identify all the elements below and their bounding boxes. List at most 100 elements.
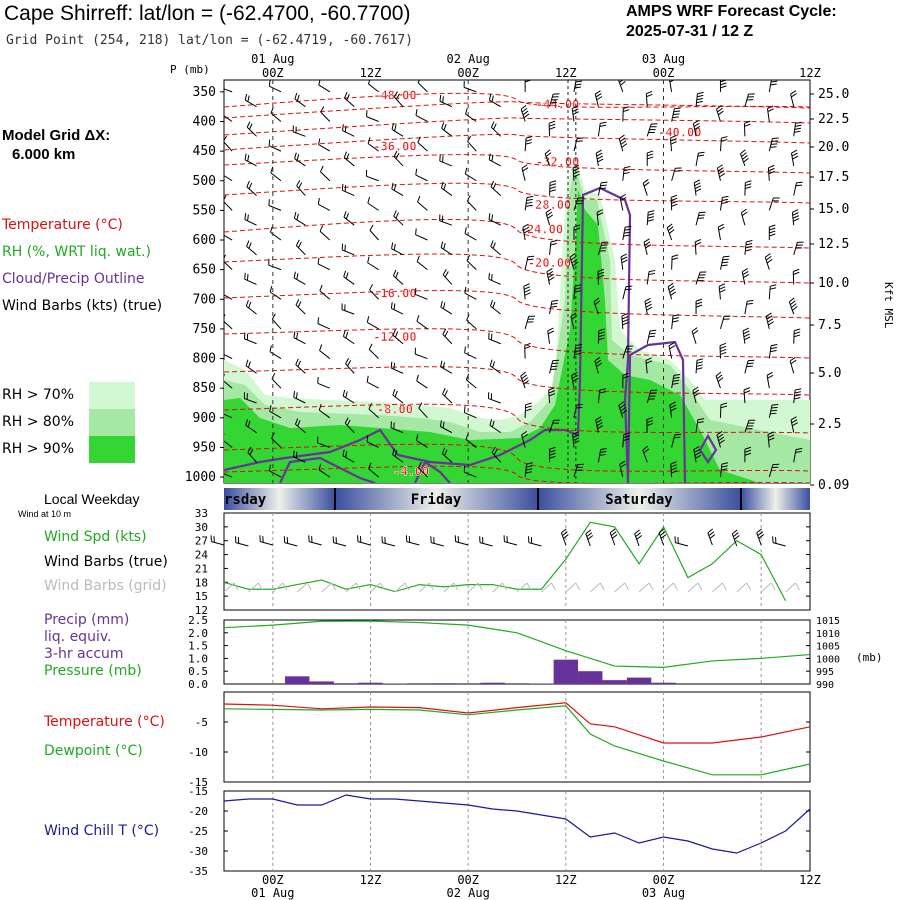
legend-wind-barbs: Wind Barbs (kts) (true) <box>2 298 163 314</box>
top-hour-label: 12Z <box>799 66 821 80</box>
wind-barb <box>318 80 331 93</box>
pressure-tick-400: 400 <box>193 114 216 129</box>
wind-barb <box>768 197 780 211</box>
wind-barb <box>366 435 379 448</box>
wind-barb <box>549 419 560 433</box>
wind-10m-label: Wind at 10 m <box>18 509 72 519</box>
wind-barb <box>622 106 630 122</box>
wind-barb <box>465 373 477 389</box>
isotherm-line <box>224 403 810 434</box>
wind-barb <box>244 153 257 167</box>
wind-barb <box>524 462 533 478</box>
wind-barb <box>224 373 233 389</box>
wind-barb <box>390 302 404 315</box>
bottom-hour-label: 00Z <box>653 873 675 887</box>
isotherm-label: -32.00 <box>536 155 579 169</box>
isotherm-label: -36.00 <box>373 139 416 153</box>
wind-barb <box>414 288 428 300</box>
height-tick-10.0: 10.0 <box>818 276 849 291</box>
wind-barb <box>368 403 379 419</box>
wind-barb <box>224 234 233 241</box>
wind-barb <box>767 164 775 181</box>
wind-barb-grid <box>541 582 556 593</box>
wind-barb <box>368 343 379 359</box>
wind-barb <box>768 284 777 300</box>
wind-barb-true <box>479 536 493 547</box>
wind-barb <box>790 416 798 433</box>
wind-barb <box>569 253 579 270</box>
wind-chill-tick: -30 <box>188 845 208 858</box>
wind-barb <box>367 256 379 271</box>
model-grid-value: 6.000 km <box>12 146 76 163</box>
wind-barb <box>695 211 706 226</box>
wind-barb <box>524 402 532 418</box>
precip-bar <box>602 680 627 684</box>
wind-barb <box>344 417 355 433</box>
wind-barb <box>416 255 428 271</box>
pressure-tick-850: 850 <box>193 381 216 396</box>
wind-barb <box>573 137 584 152</box>
wind-barb <box>224 88 233 93</box>
wind-barb <box>296 180 306 196</box>
precip-label-3: 3-hr accum <box>44 646 124 662</box>
legend-rh: RH (%, WRT liq. wat.) <box>2 244 151 260</box>
top-hour-label: 12Z <box>555 66 577 80</box>
wind-barb <box>442 388 453 404</box>
wind-barb <box>247 446 257 463</box>
wind-barb <box>318 463 331 478</box>
weekday-label: Saturday <box>605 492 673 508</box>
isotherm-line <box>224 154 810 174</box>
wind-barb <box>524 80 532 92</box>
wind-barb <box>345 357 355 374</box>
height-tick-17.5: 17.5 <box>818 170 849 185</box>
wind-barb <box>768 403 779 418</box>
wind-barb-true <box>381 536 396 547</box>
wind-barb <box>366 110 379 122</box>
pressure-tick-700: 700 <box>193 292 216 307</box>
wind-barb-true <box>503 535 518 546</box>
wind-barb-true <box>585 529 594 547</box>
wind-barb <box>319 225 331 241</box>
pressure-label: Pressure (mb) <box>44 663 142 679</box>
bottom-hour-label: 12Z <box>799 873 821 887</box>
wind-barb <box>596 209 604 226</box>
wind-barb <box>716 430 725 448</box>
wind-barb <box>546 268 555 285</box>
wind-barb <box>391 123 404 137</box>
pressure-line <box>223 620 811 668</box>
wind-barb <box>467 135 477 152</box>
isotherm-label: -28.00 <box>528 198 571 212</box>
wind-barb <box>695 91 704 107</box>
wind-barb <box>545 208 554 226</box>
height-tick-12.5: 12.5 <box>818 237 849 252</box>
isotherm-line <box>224 218 810 249</box>
wind-barb <box>439 95 453 108</box>
wind-barb <box>671 433 682 448</box>
wind-barb <box>642 445 650 463</box>
wind-barb <box>415 109 428 122</box>
wind-barb <box>743 120 751 137</box>
wind-barb <box>766 371 774 389</box>
wind-chill-tick: -20 <box>188 805 208 818</box>
wind-speed-tick: 33 <box>195 507 208 520</box>
wind-barb-true <box>772 536 786 547</box>
wind-barb-grid <box>711 582 727 593</box>
isotherm-line <box>224 443 810 472</box>
wind-chill-frame <box>223 790 811 872</box>
isotherm-label: -20.00 <box>528 256 571 270</box>
wind-barb <box>416 315 428 330</box>
wind-barb <box>442 328 453 345</box>
wind-barb <box>744 446 752 463</box>
wind-barb <box>245 419 257 434</box>
wind-barb <box>294 418 306 434</box>
wind-barb-true <box>259 535 273 546</box>
wind-barb <box>793 121 802 137</box>
wind-barb <box>671 373 681 389</box>
wind-chill-tick: -35 <box>188 865 208 878</box>
wind-barb-grid <box>321 582 337 593</box>
pressure-tick-750: 750 <box>193 322 216 337</box>
weekday-segment <box>538 488 741 510</box>
wind-barb <box>246 180 257 196</box>
wind-barb <box>224 354 233 359</box>
wind-barb <box>764 253 773 270</box>
